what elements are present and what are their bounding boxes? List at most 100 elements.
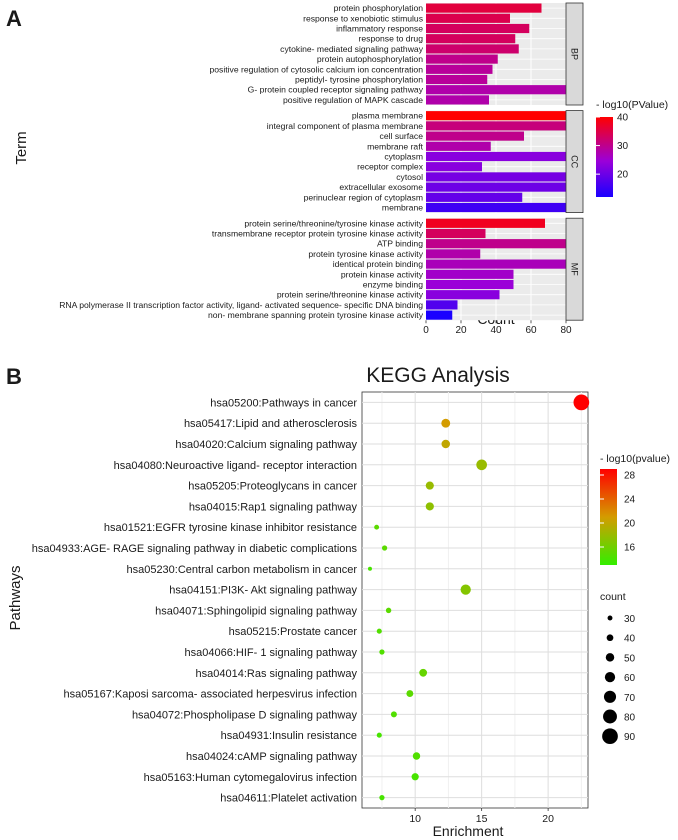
chart-b-colorbar xyxy=(600,469,617,565)
pathway-point xyxy=(390,711,397,718)
size-legend-label: 80 xyxy=(624,713,636,724)
term-label: non- membrane spanning protein tyrosine … xyxy=(208,310,424,320)
facet-strip-label: BP xyxy=(570,48,580,60)
x-tick-label: 80 xyxy=(560,325,572,336)
pathway-point xyxy=(367,566,372,571)
pathway-point xyxy=(441,439,451,449)
pathway-label: hsa05205:Proteoglycans in cancer xyxy=(188,481,357,493)
pathway-label: hsa05167:Kaposi sarcoma- associated herp… xyxy=(64,689,358,701)
size-legend-point xyxy=(603,709,617,724)
pathway-label: hsa04024:cAMP signaling pathway xyxy=(186,751,358,763)
pathway-point xyxy=(419,668,428,677)
term-label: inflammatory response xyxy=(336,24,423,34)
pathway-point xyxy=(441,418,451,428)
pathway-label: hsa04080:Neuroactive ligand- receptor in… xyxy=(114,460,357,472)
size-legend-point xyxy=(606,634,614,642)
term-label: cytoplasm xyxy=(384,152,423,162)
term-label: response to drug xyxy=(359,34,424,44)
pathway-label: hsa05417:Lipid and atherosclerosis xyxy=(184,418,358,430)
term-label: integral component of plasma membrane xyxy=(267,121,423,131)
term-label: response to xenobiotic stimulus xyxy=(303,13,423,23)
term-label: cytokine- mediated signaling pathway xyxy=(280,44,424,54)
colorbar-tick-label: 20 xyxy=(617,170,629,181)
bar xyxy=(426,290,500,300)
pathway-label: hsa04933:AGE- RAGE signaling pathway in … xyxy=(32,543,358,555)
bar xyxy=(426,162,482,172)
size-legend-point xyxy=(607,615,613,621)
chart-a-legend-title: - log10(PValue) xyxy=(596,99,668,111)
plot-frame xyxy=(361,391,589,809)
term-label: receptor complex xyxy=(357,162,424,172)
pathway-label: hsa04020:Calcium signaling pathway xyxy=(175,439,357,451)
bar xyxy=(426,85,566,95)
chart-b-color-legend-title: - log10(pvalue) xyxy=(600,453,670,465)
pathway-label: hsa04066:HIF- 1 signaling pathway xyxy=(185,647,358,659)
pathway-point xyxy=(412,752,421,760)
term-label: protein phosphorylation xyxy=(334,3,424,13)
colorbar-tick-label: 30 xyxy=(617,141,629,152)
x-tick-label: 20 xyxy=(455,325,467,336)
pathway-point xyxy=(379,649,385,655)
panel-label-a: A xyxy=(6,6,22,31)
term-label: G- protein coupled receptor signaling pa… xyxy=(248,85,424,95)
x-tick-label: 15 xyxy=(476,813,488,825)
size-legend-label: 50 xyxy=(624,653,636,664)
bar xyxy=(426,172,566,182)
chart-b-plot: hsa05200:Pathways in cancer hsa05417:Lipi… xyxy=(32,391,636,825)
term-label: cell surface xyxy=(380,131,424,141)
pathway-label: hsa05200:Pathways in cancer xyxy=(210,397,357,409)
colorbar-tick-label: 16 xyxy=(624,543,636,554)
pathway-label: hsa04611:Platelet activation xyxy=(220,793,357,805)
term-label: protein serine/threonine kinase activity xyxy=(277,290,424,300)
term-label: perinuclear region of cytoplasm xyxy=(304,192,423,202)
chart-b-size-legend-title: count xyxy=(600,591,626,603)
term-label: positive regulation of MAPK cascade xyxy=(283,95,423,105)
bar xyxy=(426,279,514,290)
bar xyxy=(426,228,486,239)
bar xyxy=(426,259,566,269)
pathway-point xyxy=(374,524,380,530)
chart-a-ylabel: Term xyxy=(13,131,30,164)
facet-strip-label: MF xyxy=(570,263,580,276)
facet-strip xyxy=(565,217,584,321)
size-legend-label: 40 xyxy=(624,634,636,645)
chart-a-colorbar xyxy=(596,117,613,197)
pathway-label: hsa05163:Human cytomegalovirus infection xyxy=(144,772,357,784)
bar xyxy=(426,3,542,13)
chart-b-xlabel: Enrichment xyxy=(433,823,504,839)
term-label: cytosol xyxy=(396,172,423,182)
facet-strip xyxy=(565,2,584,106)
bar xyxy=(426,310,453,320)
x-tick-label: 20 xyxy=(542,813,554,825)
term-label: protein autophosphorylation xyxy=(317,54,423,64)
colorbar-tick-label: 24 xyxy=(624,495,636,506)
term-label: positive regulation of cytosolic calcium… xyxy=(209,64,423,74)
facet-strip xyxy=(565,110,584,213)
term-label: peptidyl- tyrosine phosphorylation xyxy=(295,75,423,85)
facet-strip-label: CC xyxy=(570,155,580,168)
colorbar-tick-label: 20 xyxy=(624,519,636,530)
pathway-label: hsa04931:Insulin resistance xyxy=(221,730,357,742)
x-tick-label: 60 xyxy=(525,325,537,336)
size-legend-label: 60 xyxy=(624,673,636,684)
size-legend-label: 90 xyxy=(624,732,636,743)
bar xyxy=(426,111,566,121)
pathway-point xyxy=(573,394,590,411)
bar xyxy=(426,202,566,213)
pathway-point xyxy=(425,481,434,490)
pathway-point xyxy=(406,690,414,698)
x-tick-label: 10 xyxy=(409,813,421,825)
panel-label-b: B xyxy=(6,364,22,389)
term-label: membrane xyxy=(382,203,423,213)
pathway-label: hsa05215:Prostate cancer xyxy=(229,626,358,638)
pathway-point xyxy=(381,545,388,551)
pathway-point xyxy=(385,607,392,614)
size-legend-label: 70 xyxy=(624,693,636,704)
bar xyxy=(426,141,491,151)
pathway-point xyxy=(411,773,419,781)
pathway-point xyxy=(376,732,382,738)
size-legend-point xyxy=(602,728,618,745)
pathway-label: hsa04151:PI3K- Akt signaling pathway xyxy=(169,585,357,597)
